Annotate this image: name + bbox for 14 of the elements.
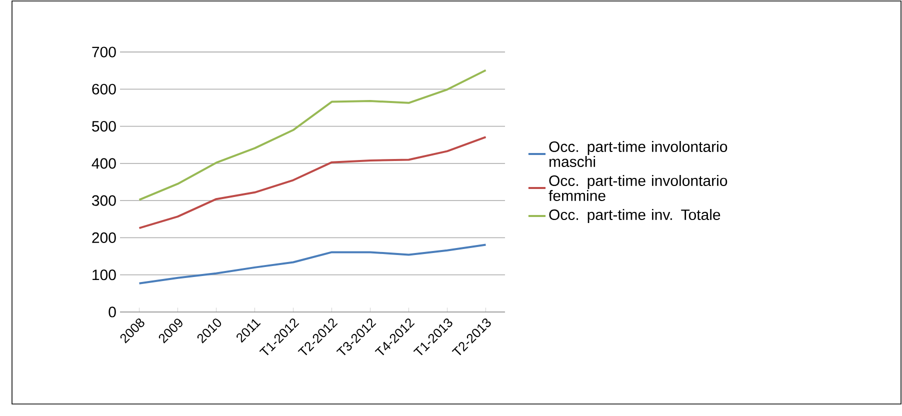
line-series — [138, 69, 487, 201]
y-tick-label: 200 — [92, 232, 116, 244]
y-tick-label: 600 — [92, 84, 116, 94]
legend-label: Occ. part-time involontario femmine — [548, 175, 728, 202]
y-tick-label: 300 — [92, 195, 116, 206]
y-tick-label: 500 — [92, 120, 116, 132]
y-tick-label: 400 — [92, 158, 116, 169]
line-series — [138, 244, 487, 284]
y-tick-label: 100 — [92, 270, 116, 280]
y-tick-label: 700 — [92, 46, 116, 58]
legend-label: Occ. part-time involontario maschi — [549, 141, 728, 168]
legend-label: Occ. part-time inv. Totale — [549, 209, 720, 224]
line-series — [138, 136, 487, 230]
y-tick-label: 0 — [108, 306, 116, 318]
